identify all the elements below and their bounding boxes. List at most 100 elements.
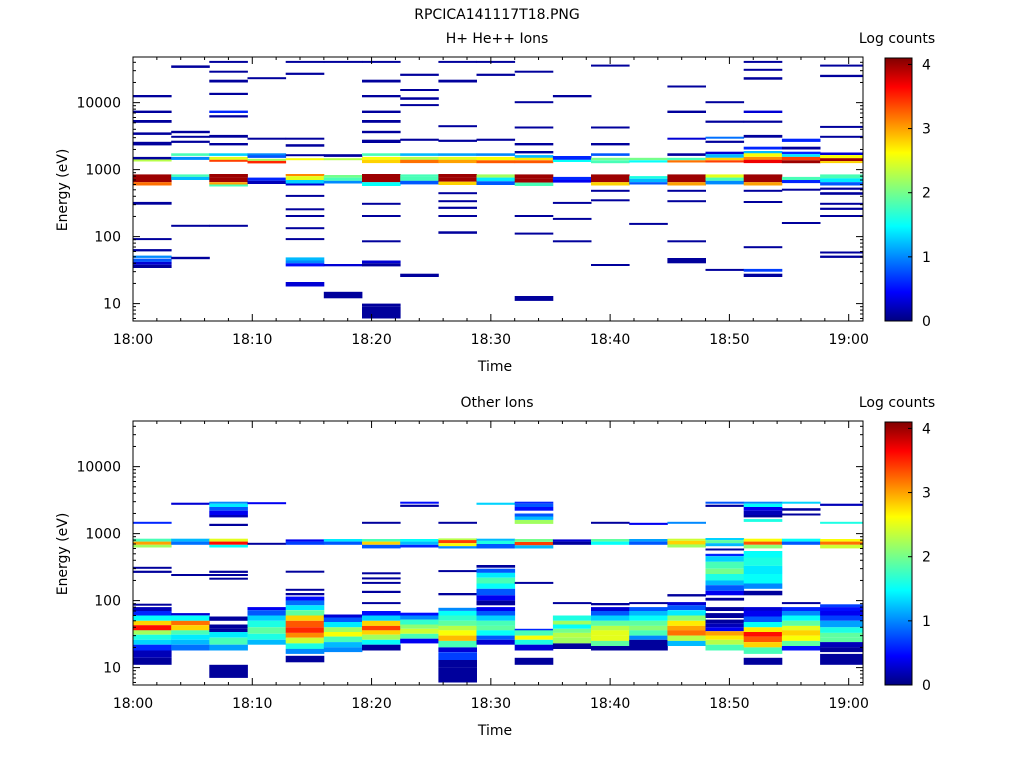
spectrogram-cell [362, 572, 401, 575]
spectrogram-cell [209, 544, 248, 548]
spectrogram-cell [247, 610, 287, 616]
spectrogram-cell [438, 192, 477, 195]
spectrogram-cell [476, 177, 516, 182]
spectrogram-cell [400, 504, 439, 507]
spectrogram-cell [705, 568, 745, 574]
spectrogram-cell [285, 137, 325, 140]
spectrogram-cell [667, 200, 706, 203]
spectrogram-cell [705, 607, 745, 611]
spectrogram-cell [133, 174, 172, 178]
spectrogram-cell [552, 176, 592, 180]
spectrogram-cell [705, 574, 745, 581]
spectrogram-cell [476, 639, 516, 645]
colorbar-tick-label: 3 [922, 122, 931, 138]
spectrogram-cell [743, 151, 783, 154]
x-tick-label: 18:20 [351, 332, 391, 348]
spectrogram-cell [400, 73, 439, 76]
spectrogram-cell [171, 538, 210, 542]
x-tick-label: 19:00 [829, 332, 869, 348]
spectrogram-cell [705, 101, 745, 104]
spectrogram-cell [667, 85, 706, 88]
spectrogram-cell [438, 630, 477, 636]
spectrogram-cell [209, 628, 248, 632]
spectrogram-cell [209, 510, 248, 515]
spectrogram-cell [514, 635, 554, 640]
spectrogram-cell [743, 642, 783, 648]
spectrogram-cell [591, 189, 630, 192]
spectrogram-cell [514, 151, 554, 154]
spectrogram-cell [171, 644, 210, 651]
spectrogram-cell [820, 207, 864, 210]
spectrogram-cell [323, 154, 363, 157]
spectrogram-cell [552, 615, 592, 621]
spectrogram-cell [705, 556, 745, 562]
spectrogram-cell [133, 544, 172, 548]
spectrogram-cell [209, 156, 248, 160]
spectrogram-cell [400, 273, 439, 277]
spectrogram-cell [705, 613, 745, 618]
spectrogram-cell [133, 603, 172, 606]
x-tick-label: 19:00 [829, 696, 869, 712]
spectrogram-cell [705, 180, 745, 185]
spectrogram-cell [285, 72, 325, 75]
spectrogram-cell [743, 647, 783, 654]
spectrogram-cell [171, 176, 210, 180]
spectrogram-cell [552, 201, 592, 204]
spectrogram-cell [514, 542, 554, 546]
spectrogram-cell [133, 258, 172, 262]
spectrogram-cell [781, 151, 821, 155]
spectrogram-cell [820, 192, 864, 195]
spectrogram-cell [362, 110, 401, 113]
panel-title-h-he: H+ He++ Ions [446, 31, 549, 47]
spectrogram-cell [362, 611, 401, 616]
spectrogram-cell [209, 632, 248, 638]
spectrogram-cell [438, 159, 477, 164]
spectrogram-cell [438, 174, 477, 178]
spectrogram-cell [209, 637, 248, 645]
spectrogram-cell [552, 217, 592, 220]
spectrogram-cell [781, 222, 821, 224]
panel-title-other: Other Ions [460, 395, 533, 411]
spectrogram-cell [629, 176, 668, 179]
spectrogram-cell [209, 79, 248, 83]
spectrogram-cell [133, 607, 172, 611]
spectrogram-cell [514, 545, 554, 549]
spectrogram-cell [667, 620, 706, 626]
spectrogram-cells-other [133, 501, 864, 683]
spectrogram-cell [743, 268, 783, 272]
spectrogram-cell [285, 627, 325, 633]
spectrogram-cell [781, 508, 821, 511]
spectrogram-cell [247, 158, 287, 161]
spectrogram-cell [247, 542, 287, 545]
spectrogram-cell [820, 611, 864, 616]
spectrogram-cell [705, 140, 745, 143]
spectrogram-cell [667, 110, 706, 113]
spectrogram-cell [323, 264, 363, 267]
spectrogram-cell [400, 138, 439, 141]
spectrogram-cell [285, 215, 325, 217]
spectrogram-cell [667, 640, 706, 646]
spectrogram-cell [323, 636, 363, 643]
spectrogram-cell [743, 153, 783, 157]
spectrogram-cell [247, 502, 287, 505]
spectrogram-cell [820, 255, 864, 258]
spectrogram-cell [781, 188, 821, 191]
spectrogram-cell [781, 513, 821, 516]
spectrogram-cell [362, 615, 401, 621]
spectrogram-cell [591, 157, 630, 161]
spectrogram-cell [743, 60, 783, 63]
spectrogram-cell [362, 521, 401, 524]
spectrogram-cell [514, 296, 554, 301]
spectrogram-cell [781, 501, 821, 504]
spectrogram-cell [629, 625, 668, 631]
spectrogram-cell [476, 73, 516, 76]
spectrogram-cell [514, 644, 554, 651]
spectrogram-cell [705, 136, 745, 139]
spectrogram-cell [743, 622, 783, 628]
spectrogram-cell [476, 565, 516, 568]
spectrogram-cell [629, 182, 668, 185]
spectrogram-cell [400, 97, 439, 100]
spectrogram-cell [438, 615, 477, 621]
x-tick-label: 18:10 [232, 332, 272, 348]
spectrogram-cell [514, 70, 554, 73]
